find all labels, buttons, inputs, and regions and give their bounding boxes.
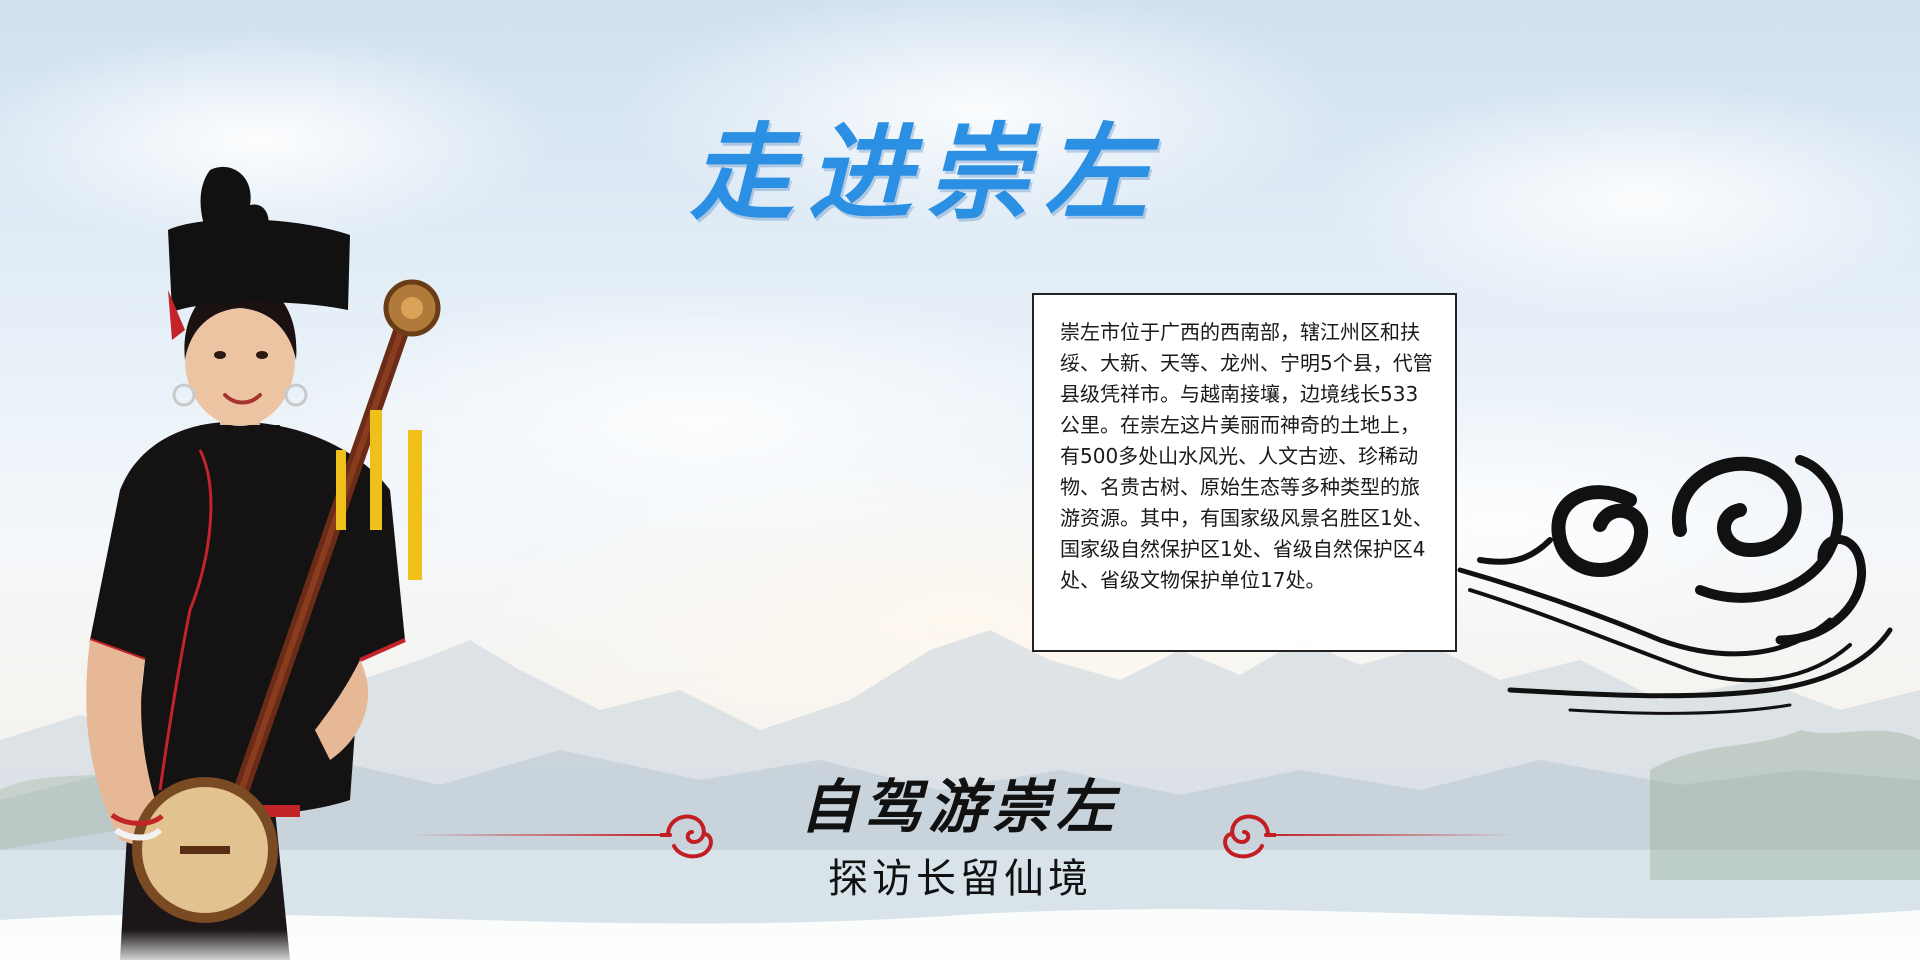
bottom-fade	[0, 930, 1920, 967]
slogan-sub: 探访长留仙境	[828, 856, 1092, 902]
auspicious-cloud-knot-icon	[660, 814, 713, 859]
slogan-main: 自驾游崇左	[799, 773, 1120, 841]
intro-box: 崇左市位于广西的西南部，辖江州区和扶绥、大新、天等、龙州、宁明5个县，代管县级凭…	[1032, 293, 1457, 652]
intro-text: 崇左市位于广西的西南部，辖江州区和扶绥、大新、天等、龙州、宁明5个县，代管县级凭…	[1060, 320, 1433, 592]
page-title: 走进崇左	[690, 111, 1163, 234]
decorative-line-left	[410, 834, 668, 836]
cloud-swirl-icon	[1457, 455, 1893, 715]
woman-with-instrument-illustration	[86, 166, 441, 960]
decorative-line-right	[1265, 834, 1515, 836]
